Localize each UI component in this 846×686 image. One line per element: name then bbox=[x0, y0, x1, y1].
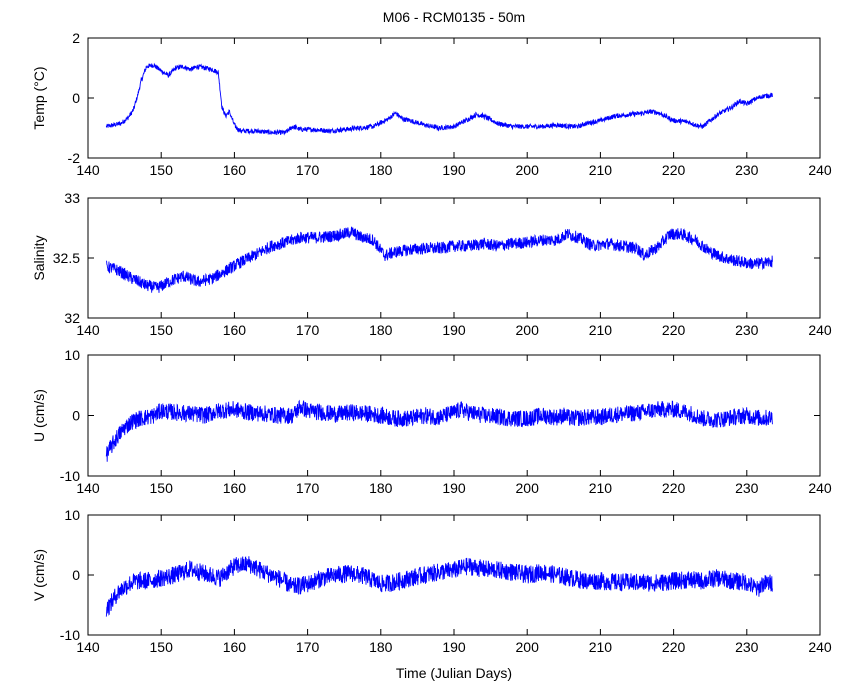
x-tick-label: 200 bbox=[516, 322, 540, 338]
x-tick-label: 180 bbox=[369, 480, 393, 496]
x-tick-label: 150 bbox=[150, 639, 174, 655]
x-tick-label: 210 bbox=[589, 639, 613, 655]
x-tick-label: 240 bbox=[808, 480, 832, 496]
y-tick-label: 10 bbox=[64, 347, 80, 363]
x-tick-label: 160 bbox=[223, 162, 247, 178]
x-tick-label: 140 bbox=[76, 639, 100, 655]
y-tick-label: -10 bbox=[60, 468, 80, 484]
x-tick-label: 210 bbox=[589, 480, 613, 496]
x-tick-label: 150 bbox=[150, 480, 174, 496]
y-axis-label: V (cm/s) bbox=[31, 549, 47, 601]
y-tick-label: 10 bbox=[64, 507, 80, 523]
x-tick-label: 220 bbox=[662, 480, 686, 496]
x-tick-label: 160 bbox=[223, 639, 247, 655]
x-tick-label: 240 bbox=[808, 639, 832, 655]
x-tick-label: 180 bbox=[369, 322, 393, 338]
x-tick-label: 180 bbox=[369, 639, 393, 655]
x-tick-label: 140 bbox=[76, 162, 100, 178]
x-tick-label: 220 bbox=[662, 162, 686, 178]
panel-3: 140 150 160 170 180 190 200 210 220 230 240 -10 0 10 U… bbox=[31, 347, 832, 496]
x-tick-label: 190 bbox=[442, 162, 466, 178]
y-tick-label: 0 bbox=[72, 408, 80, 424]
x-tick-label: 160 bbox=[223, 322, 247, 338]
y-axis-label: Salinity bbox=[31, 235, 47, 280]
y-tick-label: 32 bbox=[64, 310, 80, 326]
y-tick-label: 32.5 bbox=[53, 250, 80, 266]
x-tick-label: 200 bbox=[516, 480, 540, 496]
x-tick-label: 230 bbox=[735, 162, 759, 178]
x-tick-label: 240 bbox=[808, 322, 832, 338]
x-tick-label: 150 bbox=[150, 162, 174, 178]
x-tick-label: 230 bbox=[735, 322, 759, 338]
panel-1: 140 150 160 170 180 190 200 210 220 230 240 -2 0 2 Tem… bbox=[31, 30, 832, 178]
x-tick-label: 140 bbox=[76, 322, 100, 338]
x-tick-label: 170 bbox=[296, 639, 320, 655]
x-tick-label: 170 bbox=[296, 322, 320, 338]
y-tick-label: 2 bbox=[72, 30, 80, 46]
x-tick-label: 220 bbox=[662, 639, 686, 655]
x-tick-label: 200 bbox=[516, 162, 540, 178]
x-tick-label: 190 bbox=[442, 322, 466, 338]
series-line bbox=[105, 399, 773, 462]
x-tick-label: 170 bbox=[296, 162, 320, 178]
y-tick-label: -10 bbox=[60, 627, 80, 643]
y-tick-label: 33 bbox=[64, 190, 80, 206]
panels: 140 150 160 170 180 190 200 210 220 230 240 -2 0 2 Tem… bbox=[31, 30, 832, 655]
y-axis-label: Temp (°C) bbox=[31, 66, 47, 129]
x-axis-label: Time (Julian Days) bbox=[396, 665, 512, 681]
x-tick-label: 210 bbox=[589, 162, 613, 178]
y-tick-label: 0 bbox=[72, 567, 80, 583]
series-line bbox=[105, 556, 773, 617]
y-axis-label: U (cm/s) bbox=[31, 389, 47, 442]
x-tick-label: 210 bbox=[589, 322, 613, 338]
x-tick-label: 220 bbox=[662, 322, 686, 338]
panel-4: 140 150 160 170 180 190 200 210 220 230 240 -10 0 10 V… bbox=[31, 507, 832, 655]
x-tick-label: 200 bbox=[516, 639, 540, 655]
figure-title: M06 - RCM0135 - 50m bbox=[383, 9, 525, 25]
y-tick-label: -2 bbox=[68, 150, 81, 166]
x-tick-label: 150 bbox=[150, 322, 174, 338]
x-tick-label: 180 bbox=[369, 162, 393, 178]
x-tick-label: 140 bbox=[76, 480, 100, 496]
series-line bbox=[105, 62, 773, 136]
series-line bbox=[106, 226, 773, 293]
x-tick-label: 230 bbox=[735, 639, 759, 655]
x-tick-label: 190 bbox=[442, 480, 466, 496]
x-tick-label: 160 bbox=[223, 480, 247, 496]
x-tick-label: 230 bbox=[735, 480, 759, 496]
y-tick-label: 0 bbox=[72, 90, 80, 106]
x-tick-label: 240 bbox=[808, 162, 832, 178]
x-tick-label: 190 bbox=[442, 639, 466, 655]
x-tick-label: 170 bbox=[296, 480, 320, 496]
panel-2: 140 150 160 170 180 190 200 210 220 230 240 32 32.5 3… bbox=[31, 190, 832, 338]
